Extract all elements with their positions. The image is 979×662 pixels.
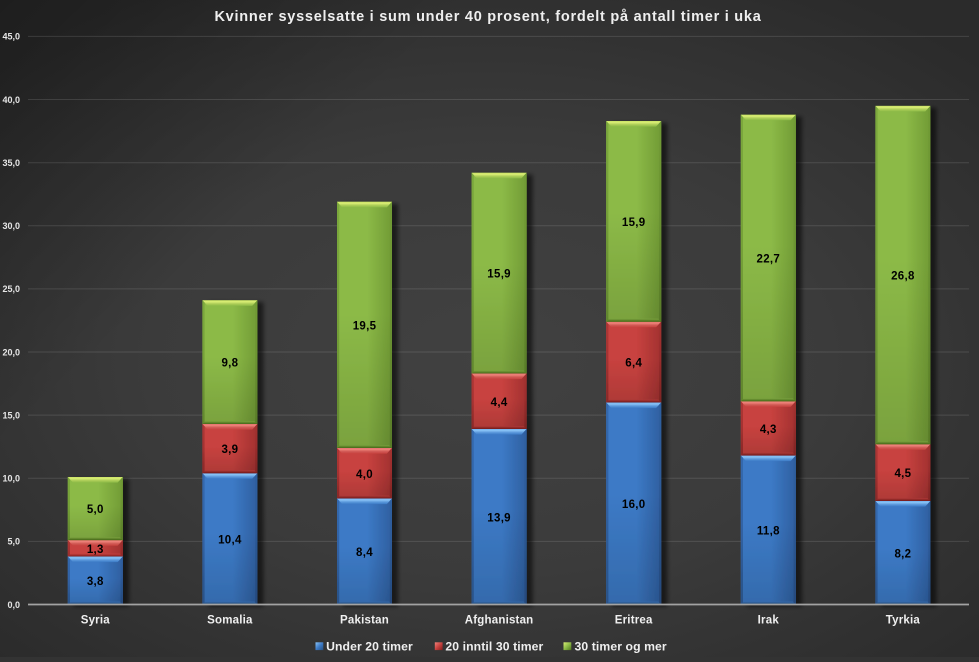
svg-text:10,0: 10,0 (2, 474, 20, 484)
svg-text:20,0: 20,0 (2, 347, 20, 357)
svg-text:6,4: 6,4 (625, 358, 642, 370)
svg-text:30,0: 30,0 (2, 221, 20, 231)
svg-text:3,8: 3,8 (87, 576, 104, 588)
svg-text:19,5: 19,5 (353, 321, 377, 333)
svg-text:Tyrkia: Tyrkia (886, 615, 921, 627)
svg-text:Kvinner sysselsatte i sum unde: Kvinner sysselsatte i sum under 40 prose… (214, 9, 761, 25)
svg-text:13,9: 13,9 (487, 512, 511, 524)
svg-text:Eritrea: Eritrea (615, 615, 653, 627)
svg-text:4,3: 4,3 (760, 424, 777, 436)
svg-text:15,9: 15,9 (622, 217, 646, 229)
svg-text:45,0: 45,0 (2, 32, 20, 42)
svg-text:16,0: 16,0 (622, 499, 646, 511)
svg-text:22,7: 22,7 (757, 254, 781, 266)
svg-text:3,9: 3,9 (221, 444, 238, 456)
svg-text:20 inntil 30 timer: 20 inntil 30 timer (445, 640, 543, 654)
svg-text:15,9: 15,9 (487, 269, 511, 281)
svg-text:30 timer og mer: 30 timer og mer (575, 640, 667, 654)
svg-text:11,8: 11,8 (757, 526, 780, 538)
svg-text:5,0: 5,0 (87, 504, 104, 516)
svg-text:Afghanistan: Afghanistan (465, 615, 534, 627)
svg-text:8,4: 8,4 (356, 547, 373, 559)
svg-text:5,0: 5,0 (7, 537, 20, 547)
svg-text:Syria: Syria (81, 615, 111, 627)
svg-text:0,0: 0,0 (7, 600, 20, 610)
svg-text:35,0: 35,0 (2, 158, 20, 168)
svg-text:10,4: 10,4 (218, 535, 242, 547)
svg-text:25,0: 25,0 (2, 284, 20, 294)
svg-text:4,0: 4,0 (356, 469, 373, 481)
svg-text:9,8: 9,8 (221, 358, 238, 370)
svg-text:40,0: 40,0 (2, 95, 20, 105)
svg-text:Pakistan: Pakistan (340, 615, 389, 627)
svg-text:Under 20 timer: Under 20 timer (326, 640, 413, 654)
svg-text:15,0: 15,0 (2, 410, 20, 420)
svg-text:4,4: 4,4 (491, 397, 508, 409)
svg-text:26,8: 26,8 (891, 271, 915, 283)
svg-text:1,3: 1,3 (87, 544, 104, 556)
svg-text:4,5: 4,5 (894, 468, 911, 480)
svg-text:Somalia: Somalia (207, 615, 253, 627)
svg-text:8,2: 8,2 (894, 548, 911, 560)
svg-text:Irak: Irak (758, 615, 780, 627)
